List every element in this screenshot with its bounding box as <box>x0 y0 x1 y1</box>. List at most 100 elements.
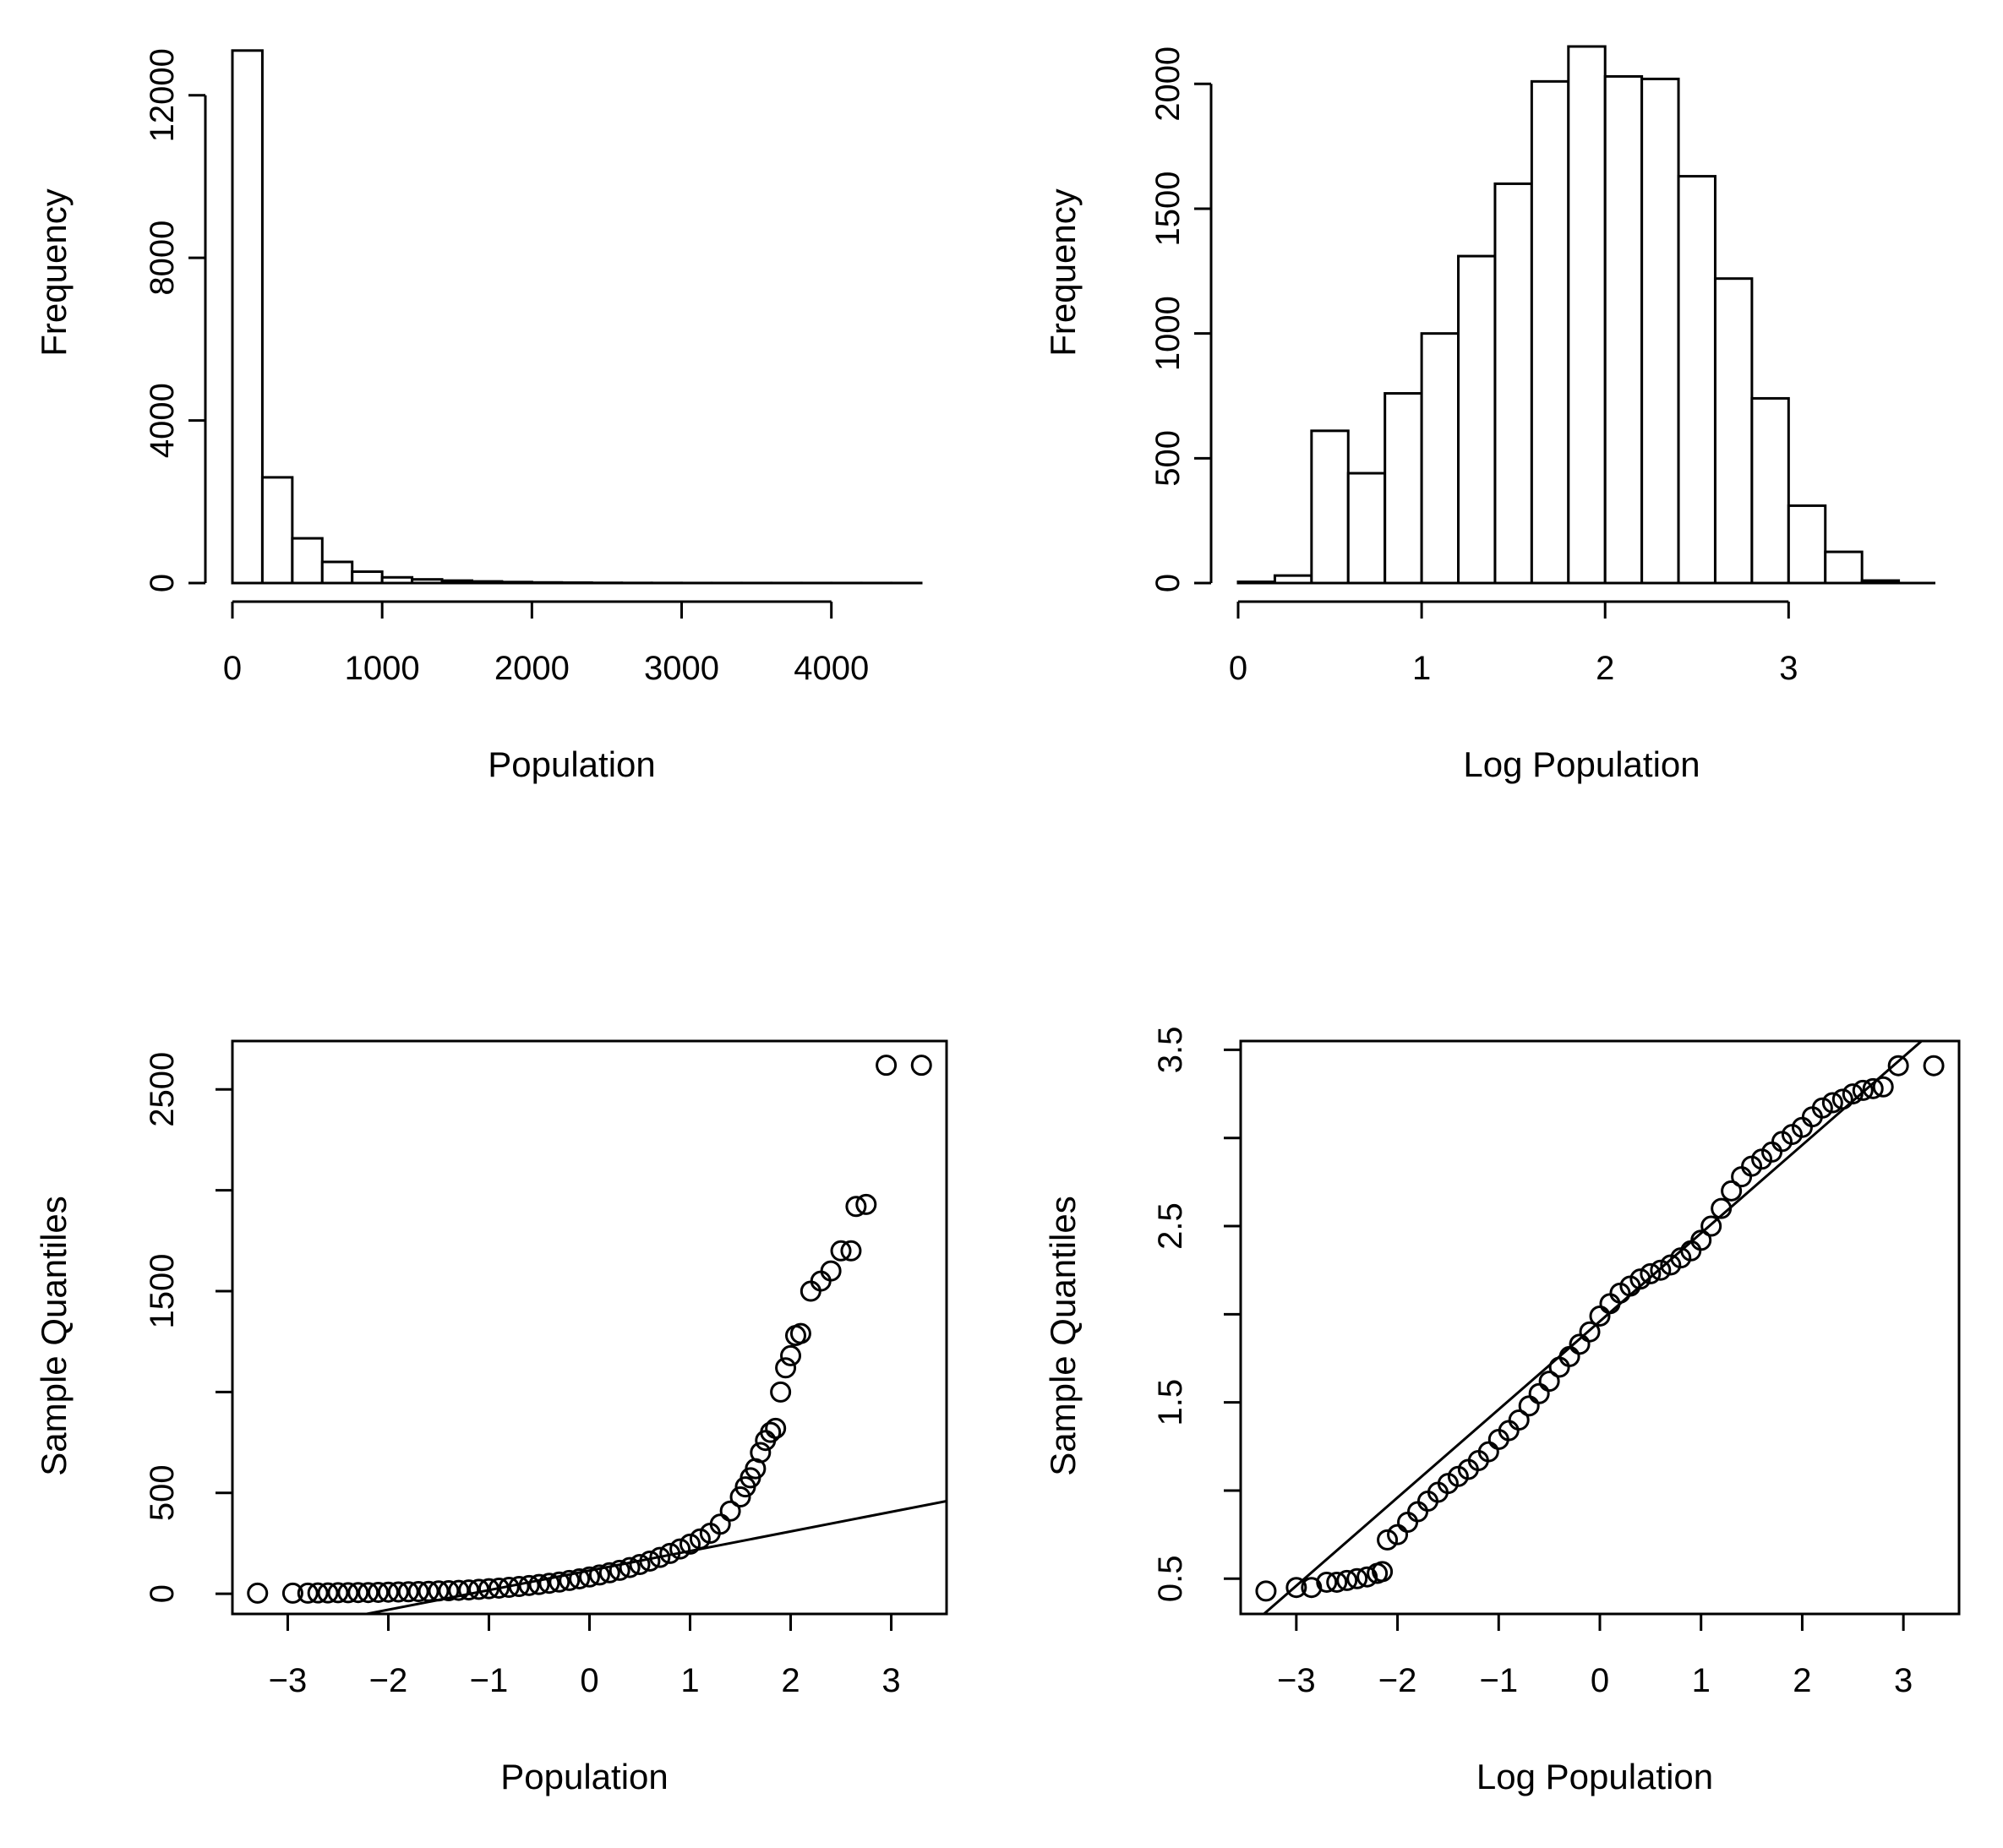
x-tick-label: −3 <box>1277 1662 1316 1699</box>
data-point <box>1336 1569 1358 1591</box>
data-point <box>1629 1268 1651 1290</box>
y-tick-label: 0 <box>1149 574 1187 592</box>
data-point <box>368 1581 390 1603</box>
data-point <box>1872 1076 1894 1098</box>
data-point <box>357 1582 379 1604</box>
x-tick-label: 2 <box>1793 1662 1811 1699</box>
y-tick-label: 12000 <box>144 48 181 142</box>
data-point <box>438 1580 460 1602</box>
x-tick-label: 2 <box>1596 650 1614 687</box>
y-tick-label: 0.5 <box>1152 1555 1189 1602</box>
data-point <box>528 1573 550 1595</box>
histogram-bar <box>1713 277 1754 585</box>
x-tick-label: 0 <box>1229 650 1247 687</box>
data-point <box>775 1357 797 1379</box>
data-point <box>1650 1259 1672 1281</box>
data-point <box>1721 1180 1743 1202</box>
data-point <box>1356 1566 1378 1588</box>
histogram-bar <box>1346 472 1387 585</box>
data-point <box>1407 1501 1429 1523</box>
data-point <box>317 1582 339 1604</box>
data-point <box>538 1573 560 1595</box>
x-tick-label: 0 <box>1591 1662 1609 1699</box>
x-axis-title: Population <box>488 744 656 784</box>
histogram-bar <box>1493 182 1533 585</box>
x-tick-label: 0 <box>223 650 242 687</box>
data-point <box>1831 1088 1853 1110</box>
data-point <box>588 1564 610 1586</box>
data-point <box>458 1579 480 1601</box>
y-tick-label: 2500 <box>144 1052 181 1127</box>
data-point <box>845 1196 867 1218</box>
data-point <box>498 1576 520 1598</box>
data-point <box>281 1582 303 1604</box>
data-point <box>1811 1097 1833 1119</box>
histogram-bar <box>320 560 354 585</box>
x-tick-label: 3000 <box>644 650 719 687</box>
x-axis-title: Population <box>500 1757 669 1796</box>
histogram-bar <box>1640 77 1680 585</box>
data-point <box>629 1554 651 1576</box>
histogram-bar <box>1457 254 1497 585</box>
y-tick-label: 2000 <box>1149 46 1187 122</box>
x-tick-label: −1 <box>470 1662 509 1699</box>
histogram-bar <box>1310 429 1350 585</box>
x-axis-title: Log Population <box>1463 744 1700 784</box>
x-tick-label: 1 <box>680 1662 699 1699</box>
data-point <box>1301 1577 1323 1599</box>
histogram-bar <box>1567 45 1607 585</box>
plot-frame <box>1239 1039 1961 1616</box>
data-point <box>478 1578 499 1600</box>
data-point <box>1640 1262 1662 1284</box>
data-point <box>559 1569 581 1591</box>
data-point <box>609 1559 630 1581</box>
data-point <box>518 1574 540 1596</box>
data-point <box>649 1546 671 1568</box>
x-tick-label: 1 <box>1692 1662 1711 1699</box>
data-point <box>765 1417 787 1439</box>
data-point <box>377 1581 399 1603</box>
x-tick-label: 2 <box>781 1662 800 1699</box>
x-axis-title: Log Population <box>1476 1757 1713 1796</box>
data-point <box>1372 1561 1394 1583</box>
data-point <box>407 1581 429 1602</box>
reference-line <box>1262 1041 1924 1614</box>
data-point <box>579 1566 600 1588</box>
data-point <box>689 1528 711 1550</box>
data-point <box>1548 1356 1570 1378</box>
histogram-bar <box>1750 396 1790 585</box>
data-point <box>1842 1083 1864 1105</box>
data-point <box>619 1556 641 1578</box>
x-tick-label: −1 <box>1479 1662 1518 1699</box>
data-point <box>1538 1371 1560 1393</box>
plot-frame <box>231 1039 948 1616</box>
x-tick-label: 1 <box>1412 650 1431 687</box>
data-point <box>327 1582 349 1604</box>
data-point <box>508 1576 530 1598</box>
histogram-bar <box>260 476 294 585</box>
data-point <box>876 1055 898 1077</box>
x-tick-label: 3 <box>881 1662 900 1699</box>
data-point <box>770 1381 792 1403</box>
data-point <box>549 1571 570 1593</box>
data-point <box>789 1322 811 1344</box>
histogram-bar <box>1420 332 1460 585</box>
y-tick-label: 2.5 <box>1152 1202 1189 1250</box>
data-point <box>729 1486 751 1508</box>
y-tick-label: 500 <box>144 1464 181 1521</box>
data-point <box>1821 1092 1843 1114</box>
y-tick-label: 0 <box>144 574 181 592</box>
data-point <box>1508 1409 1530 1431</box>
histogram-bar <box>1530 79 1570 585</box>
data-point <box>347 1582 369 1604</box>
data-point <box>1558 1345 1580 1367</box>
data-point <box>1887 1055 1909 1077</box>
data-point <box>337 1582 359 1604</box>
data-point <box>659 1542 681 1564</box>
x-tick-label: −3 <box>269 1662 308 1699</box>
data-point <box>488 1577 510 1599</box>
histogram-bar <box>1787 504 1827 585</box>
data-point <box>598 1562 620 1584</box>
data-point <box>679 1533 701 1555</box>
